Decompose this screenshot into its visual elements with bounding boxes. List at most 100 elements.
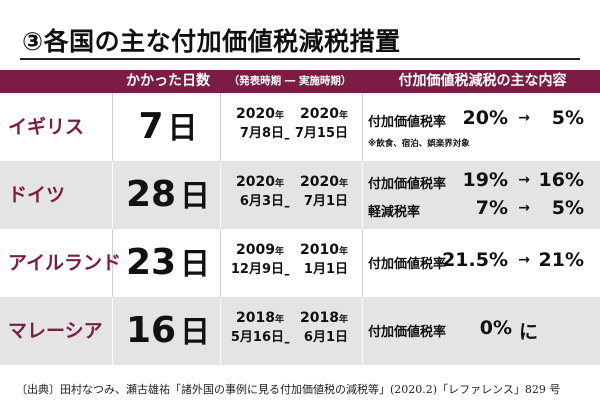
announce-date: 2020年 7月8日 [224, 105, 284, 143]
rate-to: 5% [551, 197, 584, 219]
days-unit: 日 [180, 315, 211, 350]
column-divider [112, 161, 113, 229]
days-number: 7 [138, 106, 164, 147]
column-divider [362, 161, 363, 229]
column-divider [220, 297, 221, 365]
table-row: マレーシア 16 日 2018年 5月16日 –2018年 6月1日 付加価値税率 0% に [0, 297, 600, 365]
days-unit: 日 [180, 179, 211, 214]
year-unit: 年 [338, 315, 348, 325]
date-year: 2020年 [300, 106, 348, 122]
date-month-day: 1月1日 [303, 262, 348, 277]
date-year: 2020年 [236, 174, 284, 190]
column-divider [112, 229, 113, 297]
days-number: 23 [125, 242, 177, 283]
year-unit: 年 [274, 111, 284, 121]
rate-line: 付加価値税率 20% → 5% [368, 107, 600, 133]
table-header: かかった日数 （発表時期 ― 実施時期） 付加価値税減税の主な内容 [0, 70, 600, 93]
period-cell: 2018年 5月16日 –2018年 6月1日 [224, 309, 358, 353]
year-unit: 年 [338, 111, 348, 121]
rate-line: 軽減税率 7% → 5% [368, 197, 600, 223]
column-divider [112, 93, 113, 161]
country-name: アイルランド [8, 252, 122, 274]
content-cell: 付加価値税率 20% → 5% ※飲食、宿泊、娯楽界対象 [368, 93, 600, 161]
column-divider [362, 297, 363, 365]
date-year: 2009年 [236, 242, 284, 258]
rate-to: 5% [551, 107, 584, 129]
country-name: イギリス [8, 116, 85, 138]
period-dash: – [284, 199, 290, 213]
days-number: 28 [125, 174, 177, 215]
header-content: 付加価値税減税の主な内容 [398, 73, 567, 89]
date-month-day: 6月3日 [239, 194, 284, 209]
page-title: ③各国の主な付加価値税減税措置 [22, 27, 401, 56]
date-month-day: 7月8日 [239, 126, 284, 141]
date-year: 2018年 [236, 310, 284, 326]
rate-note: ※飲食、宿泊、娯楽界対象 [368, 139, 470, 149]
date-month-day: 7月15日 [294, 126, 348, 141]
column-divider [220, 93, 221, 161]
arrow-icon: → [518, 110, 530, 126]
announce-date: 2009年 12月9日 [224, 241, 284, 279]
rate-to: 16% [538, 169, 584, 191]
period-cell: 2009年 12月9日 –2010年 1月1日 [224, 241, 358, 285]
rate-to: 21% [538, 249, 584, 271]
rate-from: 19% [462, 169, 508, 191]
column-divider [220, 161, 221, 229]
rate-label: 付加価値税率 [368, 115, 447, 130]
rate-from: 20% [462, 107, 508, 129]
table-row: アイルランド 23 日 2009年 12月9日 –2010年 1月1日 付加価値税率 21.5%… [0, 229, 600, 297]
year-unit: 年 [338, 247, 348, 257]
content-cell: 付加価値税率 21.5% → 21% [368, 229, 600, 297]
arrow-icon: → [518, 252, 530, 268]
arrow-icon: → [518, 200, 530, 216]
year-unit: 年 [274, 247, 284, 257]
column-divider [112, 297, 113, 365]
arrow-icon: → [518, 172, 530, 188]
period-dash: – [284, 335, 290, 349]
country-name: マレーシア [8, 320, 103, 342]
source-note: 〔出典〕田村なつみ、瀬古雄祐「諸外国の事例に見る付加価値税の減税等」(2020.… [16, 383, 561, 396]
period-dash: – [284, 131, 290, 145]
days-cell: 23 日 [118, 229, 218, 297]
rate-label: 軽減税率 [368, 205, 421, 220]
table-row: ドイツ 28 日 2020年 6月3日 –2020年 7月1日 付加価値税率 19% → 16% 軽減… [0, 161, 600, 229]
rate-to: に [518, 321, 538, 343]
implement-date: 2020年 7月15日 [288, 105, 348, 143]
period-cell: 2020年 7月8日 –2020年 7月15日 [224, 105, 358, 149]
date-month-day: 12月9日 [230, 262, 284, 277]
days-cell: 16 日 [118, 297, 218, 365]
content-cell: 付加価値税率 19% → 16% 軽減税率 7% → 5% [368, 161, 600, 229]
year-unit: 年 [338, 179, 348, 189]
days-cell: 28 日 [118, 161, 218, 229]
title-underline [20, 58, 580, 60]
date-year: 2020年 [300, 174, 348, 190]
rate-line: 付加価値税率 19% → 16% [368, 169, 600, 195]
header-period: （発表時期 ― 実施時期） [228, 75, 352, 87]
period-cell: 2020年 6月3日 –2020年 7月1日 [224, 173, 358, 217]
header-days: かかった日数 [126, 73, 210, 89]
rate-label: 付加価値税率 [368, 325, 447, 340]
date-year: 2020年 [236, 106, 284, 122]
rate-from: 7% [475, 197, 508, 219]
rate-label: 付加価値税率 [368, 257, 447, 272]
column-divider [220, 229, 221, 297]
days-unit: 日 [167, 111, 198, 146]
year-unit: 年 [274, 179, 284, 189]
year-unit: 年 [274, 315, 284, 325]
rate-from: 0% [479, 317, 512, 339]
content-cell: 付加価値税率 0% に [368, 297, 600, 365]
column-divider [362, 229, 363, 297]
date-year: 2010年 [300, 242, 348, 258]
date-month-day: 7月1日 [303, 194, 348, 209]
date-year: 2018年 [300, 310, 348, 326]
country-name: ドイツ [8, 184, 66, 206]
date-month-day: 6月1日 [303, 330, 348, 345]
rate-line: 付加価値税率 21.5% → 21% [368, 249, 600, 275]
rate-from: 21.5% [442, 249, 508, 271]
implement-date: 2010年 1月1日 [288, 241, 348, 279]
date-month-day: 5月16日 [230, 330, 284, 345]
rate-label: 付加価値税率 [368, 177, 447, 192]
implement-date: 2020年 7月1日 [288, 173, 348, 211]
days-number: 16 [125, 310, 177, 351]
